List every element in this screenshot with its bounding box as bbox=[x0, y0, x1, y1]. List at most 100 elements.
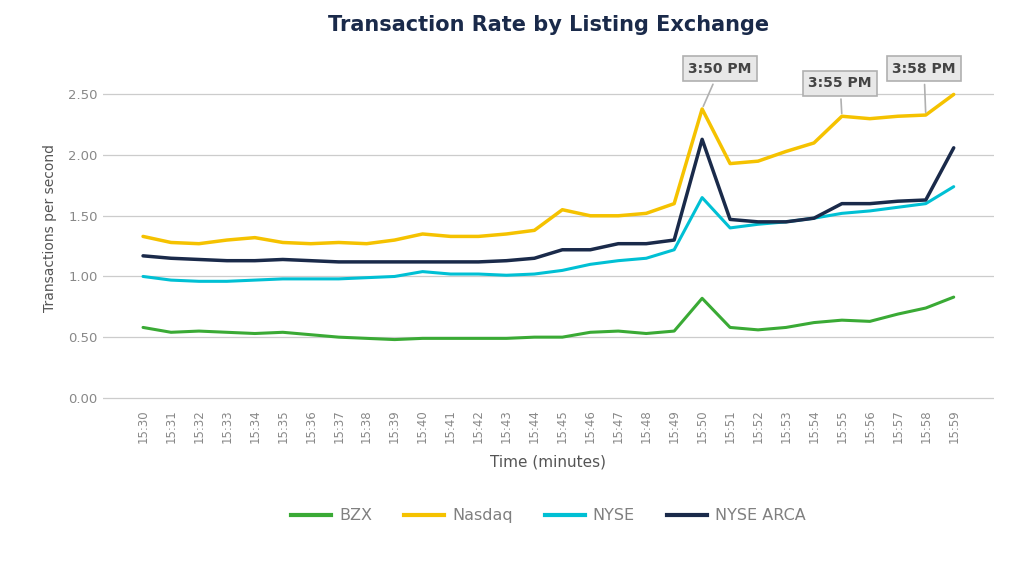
Text: 3:50 PM: 3:50 PM bbox=[688, 62, 751, 106]
NYSE ARCA bbox=[193, 256, 205, 263]
BZX bbox=[780, 324, 792, 331]
BZX bbox=[640, 330, 652, 337]
NYSE ARCA bbox=[445, 258, 457, 265]
NYSE bbox=[724, 224, 736, 231]
Nasdaq bbox=[304, 240, 317, 247]
BZX bbox=[919, 305, 932, 312]
NYSE ARCA bbox=[473, 258, 485, 265]
NYSE ARCA bbox=[500, 257, 512, 264]
Nasdaq bbox=[864, 115, 876, 122]
NYSE bbox=[780, 218, 792, 225]
BZX bbox=[752, 327, 765, 334]
Text: 3:55 PM: 3:55 PM bbox=[809, 76, 872, 114]
X-axis label: Time (minutes): Time (minutes) bbox=[490, 455, 607, 470]
BZX bbox=[388, 336, 401, 343]
BZX bbox=[332, 334, 344, 340]
BZX bbox=[528, 334, 540, 340]
NYSE bbox=[388, 273, 401, 280]
Nasdaq bbox=[277, 239, 289, 246]
BZX bbox=[193, 328, 205, 335]
Nasdaq bbox=[361, 240, 373, 247]
Y-axis label: Transactions per second: Transactions per second bbox=[43, 144, 57, 312]
Line: Nasdaq: Nasdaq bbox=[144, 95, 953, 243]
NYSE bbox=[947, 183, 959, 190]
BZX bbox=[277, 329, 289, 336]
NYSE ARCA bbox=[277, 256, 289, 263]
Nasdaq bbox=[528, 227, 540, 234]
NYSE bbox=[668, 246, 681, 253]
Nasdaq bbox=[249, 234, 261, 241]
NYSE ARCA bbox=[584, 246, 597, 253]
NYSE bbox=[696, 194, 708, 201]
NYSE bbox=[835, 210, 848, 217]
NYSE bbox=[864, 208, 876, 215]
NYSE ARCA bbox=[780, 218, 792, 225]
NYSE ARCA bbox=[220, 257, 233, 264]
NYSE ARCA bbox=[612, 240, 624, 247]
BZX bbox=[500, 335, 512, 342]
Legend: BZX, Nasdaq, NYSE, NYSE ARCA: BZX, Nasdaq, NYSE, NYSE ARCA bbox=[285, 502, 812, 530]
NYSE ARCA bbox=[416, 258, 428, 265]
Line: BZX: BZX bbox=[144, 297, 953, 340]
NYSE bbox=[137, 273, 150, 280]
NYSE bbox=[919, 200, 932, 207]
Nasdaq bbox=[919, 111, 932, 118]
Nasdaq bbox=[640, 210, 652, 217]
NYSE bbox=[808, 215, 820, 222]
NYSE bbox=[584, 261, 597, 268]
NYSE bbox=[332, 275, 344, 282]
Nasdaq bbox=[473, 233, 485, 240]
NYSE ARCA bbox=[249, 257, 261, 264]
BZX bbox=[864, 318, 876, 325]
Nasdaq bbox=[724, 160, 736, 167]
Nasdaq bbox=[947, 91, 959, 98]
NYSE bbox=[165, 276, 177, 283]
NYSE ARCA bbox=[947, 144, 959, 151]
Nasdaq bbox=[193, 240, 205, 247]
NYSE bbox=[892, 204, 904, 211]
NYSE ARCA bbox=[864, 200, 876, 207]
NYSE ARCA bbox=[137, 252, 150, 259]
NYSE bbox=[277, 275, 289, 282]
NYSE ARCA bbox=[668, 237, 681, 243]
NYSE ARCA bbox=[724, 216, 736, 223]
NYSE ARCA bbox=[640, 240, 652, 247]
NYSE bbox=[361, 274, 373, 281]
BZX bbox=[584, 329, 597, 336]
NYSE bbox=[612, 257, 624, 264]
NYSE ARCA bbox=[332, 258, 344, 265]
Nasdaq bbox=[220, 237, 233, 243]
Nasdaq bbox=[696, 106, 708, 113]
Nasdaq bbox=[388, 237, 401, 243]
NYSE bbox=[528, 271, 540, 278]
BZX bbox=[696, 295, 708, 302]
BZX bbox=[612, 328, 624, 335]
NYSE bbox=[473, 271, 485, 278]
Line: NYSE: NYSE bbox=[144, 186, 953, 282]
Nasdaq bbox=[780, 148, 792, 155]
BZX bbox=[416, 335, 428, 342]
BZX bbox=[137, 324, 150, 331]
Nasdaq bbox=[892, 113, 904, 119]
NYSE bbox=[220, 278, 233, 285]
BZX bbox=[473, 335, 485, 342]
NYSE bbox=[193, 278, 205, 285]
NYSE bbox=[416, 268, 428, 275]
BZX bbox=[557, 334, 569, 340]
Nasdaq bbox=[416, 231, 428, 238]
NYSE ARCA bbox=[557, 246, 569, 253]
NYSE bbox=[249, 276, 261, 283]
NYSE ARCA bbox=[919, 197, 932, 204]
NYSE ARCA bbox=[528, 255, 540, 262]
NYSE ARCA bbox=[304, 257, 317, 264]
BZX bbox=[304, 331, 317, 338]
Nasdaq bbox=[752, 158, 765, 164]
NYSE bbox=[752, 221, 765, 228]
BZX bbox=[165, 329, 177, 336]
NYSE ARCA bbox=[696, 136, 708, 143]
Nasdaq bbox=[557, 206, 569, 213]
BZX bbox=[808, 319, 820, 326]
BZX bbox=[892, 310, 904, 317]
Line: NYSE ARCA: NYSE ARCA bbox=[144, 139, 953, 262]
Nasdaq bbox=[500, 231, 512, 238]
